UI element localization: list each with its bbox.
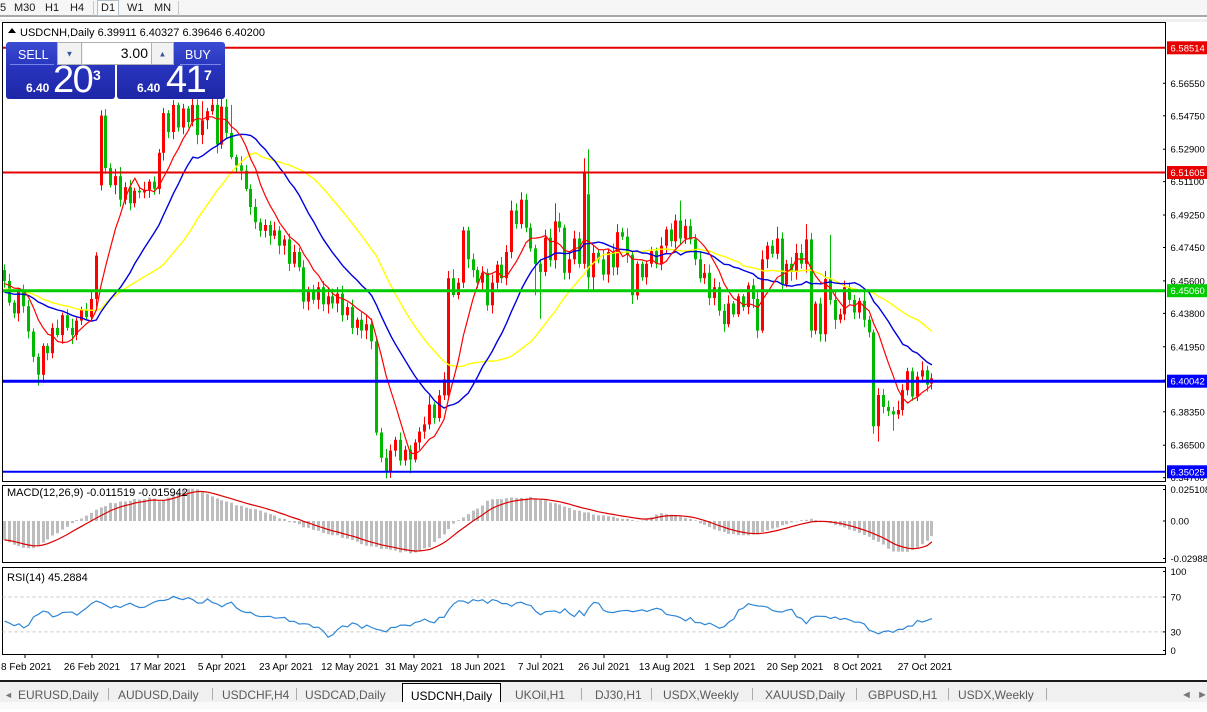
svg-text:6.51605: 6.51605	[1171, 168, 1205, 179]
svg-text:26 Feb 2021: 26 Feb 2021	[64, 662, 121, 673]
svg-text:6.54750: 6.54750	[1171, 111, 1205, 122]
svg-text:13 Aug 2021: 13 Aug 2021	[639, 662, 696, 673]
svg-text:6.38350: 6.38350	[1171, 407, 1205, 418]
svg-text:6.47450: 6.47450	[1171, 243, 1205, 254]
svg-text:6.58514: 6.58514	[1171, 43, 1205, 54]
svg-text:RSI(14) 45.2884: RSI(14) 45.2884	[7, 572, 88, 584]
svg-text:6.40042: 6.40042	[1171, 377, 1205, 388]
svg-text:6.43800: 6.43800	[1171, 309, 1205, 320]
svg-text:6.52900: 6.52900	[1171, 145, 1205, 156]
svg-text:USDCNH,Daily 6.39911 6.40327: USDCNH,Daily 6.39911 6.40327 6.39646 6.4…	[20, 27, 265, 39]
svg-text:0.025108: 0.025108	[1171, 485, 1207, 496]
svg-text:100: 100	[1171, 567, 1187, 578]
svg-text:18 Jun 2021: 18 Jun 2021	[450, 662, 505, 673]
svg-text:0: 0	[1171, 646, 1176, 657]
svg-text:6.56550: 6.56550	[1171, 79, 1205, 90]
svg-text:70: 70	[1171, 593, 1182, 604]
svg-text:1 Sep 2021: 1 Sep 2021	[704, 662, 756, 673]
svg-text:12 May 2021: 12 May 2021	[321, 662, 379, 673]
svg-text:8 Oct 2021: 8 Oct 2021	[834, 662, 883, 673]
svg-text:27 Oct 2021: 27 Oct 2021	[898, 662, 953, 673]
svg-text:6.36500: 6.36500	[1171, 441, 1205, 452]
svg-text:0.00: 0.00	[1171, 517, 1190, 528]
svg-text:6.49250: 6.49250	[1171, 211, 1205, 222]
svg-text:6.41950: 6.41950	[1171, 342, 1205, 353]
svg-text:20 Sep 2021: 20 Sep 2021	[767, 662, 824, 673]
svg-text:7 Jul 2021: 7 Jul 2021	[518, 662, 565, 673]
svg-text:-0.02988: -0.02988	[1171, 554, 1207, 565]
svg-text:31 May 2021: 31 May 2021	[385, 662, 443, 673]
svg-text:23 Apr 2021: 23 Apr 2021	[259, 662, 313, 673]
svg-text:6.35025: 6.35025	[1171, 467, 1205, 478]
svg-text:8 Feb 2021: 8 Feb 2021	[1, 662, 52, 673]
svg-text:17 Mar 2021: 17 Mar 2021	[130, 662, 187, 673]
svg-text:5 Apr 2021: 5 Apr 2021	[198, 662, 247, 673]
svg-text:30: 30	[1171, 627, 1182, 638]
svg-text:6.45060: 6.45060	[1171, 286, 1205, 297]
svg-text:26 Jul 2021: 26 Jul 2021	[578, 662, 630, 673]
svg-text:MACD(12,26,9) -0.011519 -0.015: MACD(12,26,9) -0.011519 -0.015942	[7, 487, 188, 499]
